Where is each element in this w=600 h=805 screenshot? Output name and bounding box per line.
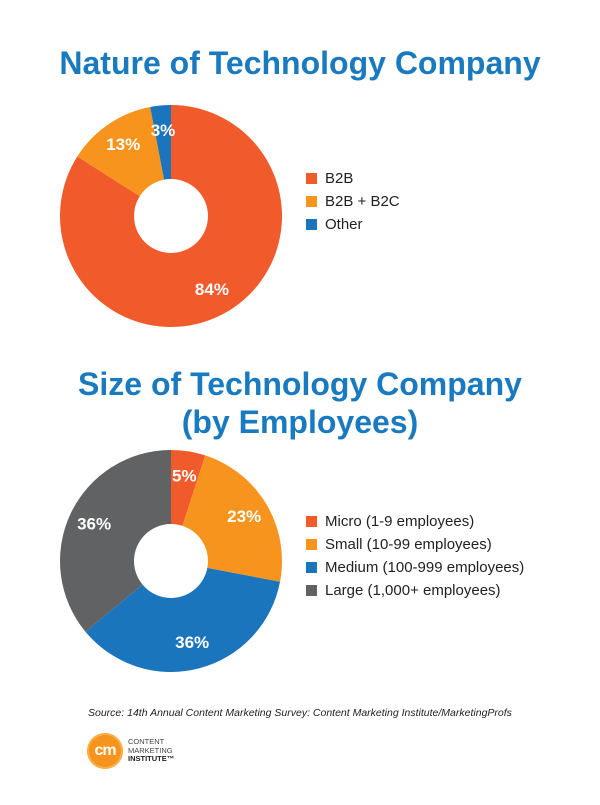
chart2-slice-label-2: 36% [175, 633, 209, 652]
source-note: Source: 14th Annual Content Marketing Su… [88, 707, 512, 719]
chart1-legend: B2B B2B + B2C Other [306, 167, 400, 236]
chart2-title: Size of Technology Company [78, 366, 522, 402]
chart2-donut-hole [134, 524, 208, 598]
chart2-legend-item-3: Large (1,000+ employees) [306, 579, 524, 602]
chart1-donut-hole [134, 179, 208, 253]
chart2-subtitle: (by Employees) [181, 404, 419, 440]
chart1-title: Nature of Technology Company [59, 45, 541, 81]
chart2-legend-swatch-1 [306, 539, 317, 550]
chart1-legend-swatch-0 [306, 173, 317, 184]
chart1-legend-label-1: B2B + B2C [325, 193, 400, 210]
chart2-donut: 5% 23% 36% 36% [59, 450, 282, 672]
chart2-legend-label-3: Large (1,000+ employees) [325, 582, 501, 599]
chart2-legend-swatch-0 [306, 516, 317, 527]
logo-line-1: CONTENT [128, 737, 165, 747]
chart2-legend-label-0: Micro (1-9 employees) [325, 513, 475, 530]
chart2-slice-label-0: 5% [172, 467, 197, 486]
chart2-legend-item-1: Small (10-99 employees) [306, 533, 524, 556]
cmi-logo-badge: cm [87, 733, 123, 769]
chart2-slice-3 [59, 450, 171, 632]
cmi-logo: cm CONTENT MARKETING INSTITUTE™ [87, 733, 174, 769]
chart1-legend-item-0: B2B [306, 167, 400, 190]
logo-line-2: MARKETING [128, 745, 173, 755]
chart1-slice-label-0: 84% [195, 280, 229, 299]
chart1-legend-label-2: Other [325, 216, 363, 233]
cmi-logo-text: CONTENT MARKETING INSTITUTE™ [128, 738, 174, 764]
logo-line-3: INSTITUTE™ [128, 754, 175, 764]
chart1-legend-label-0: B2B [325, 170, 354, 187]
chart2-legend-swatch-3 [306, 585, 317, 596]
chart1-legend-swatch-1 [306, 196, 317, 207]
chart2-legend-item-0: Micro (1-9 employees) [306, 510, 524, 533]
chart2-legend-swatch-2 [306, 562, 317, 573]
chart2-slice-2 [85, 561, 281, 672]
chart1-slice-label-2: 3% [151, 121, 176, 140]
chart1-legend-item-1: B2B + B2C [306, 190, 400, 213]
chart1-slice-label-1: 13% [106, 135, 140, 154]
chart2-legend-label-1: Small (10-99 employees) [325, 536, 492, 553]
chart1-legend-item-2: Other [306, 213, 400, 236]
chart2-slice-label-3: 36% [77, 514, 111, 533]
chart2-slice-label-1: 23% [227, 507, 261, 526]
chart1-donut: 84% 13% 3% [59, 105, 282, 327]
chart2-legend: Micro (1-9 employees) Small (10-99 employ… [306, 510, 524, 602]
chart2-legend-item-2: Medium (100-999 employees) [306, 556, 524, 579]
chart1-legend-swatch-2 [306, 219, 317, 230]
chart2-legend-label-2: Medium (100-999 employees) [325, 559, 525, 576]
